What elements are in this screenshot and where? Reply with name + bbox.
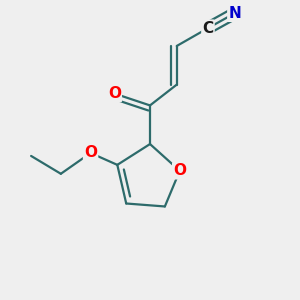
Text: C: C — [202, 21, 214, 36]
Text: N: N — [228, 6, 241, 21]
Text: O: O — [108, 86, 121, 101]
Text: O: O — [173, 163, 186, 178]
Text: O: O — [84, 146, 97, 160]
